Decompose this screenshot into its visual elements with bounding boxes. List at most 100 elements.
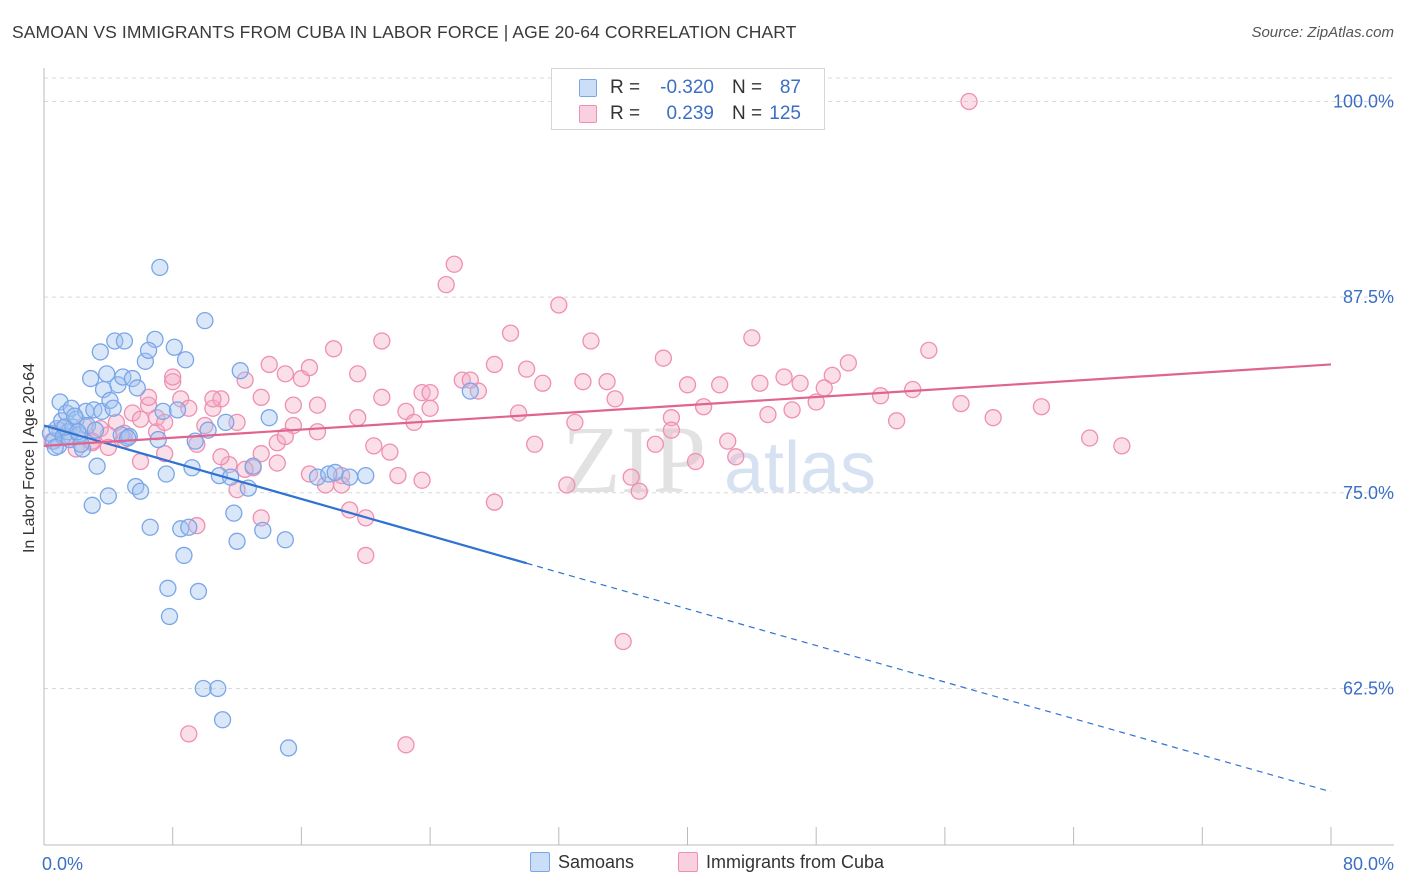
data-point <box>823 366 841 385</box>
correlation-legend: R = -0.320 N = 87 R = 0.239 N = 125 <box>551 68 825 130</box>
data-point <box>119 429 137 447</box>
data-point <box>268 454 286 472</box>
bottom-legend-label-cuba: Immigrants from Cuba <box>706 852 885 872</box>
legend-n-label: N = <box>732 103 763 124</box>
data-point <box>115 332 134 350</box>
data-point <box>630 482 648 500</box>
data-point <box>131 482 150 500</box>
data-point <box>534 374 552 392</box>
axes <box>43 68 1394 846</box>
y-tick-label: 75.0% <box>1343 483 1394 503</box>
data-point <box>743 329 761 347</box>
data-point <box>141 518 159 536</box>
data-point <box>83 496 101 514</box>
legend-r-value: -0.320 <box>660 77 714 98</box>
data-point <box>308 468 327 486</box>
data-point <box>654 349 673 367</box>
data-point <box>300 358 319 377</box>
x-tick-label-min: 0.0% <box>42 854 83 874</box>
data-point <box>711 376 729 394</box>
y-tick-label: 100.0% <box>1333 91 1394 111</box>
data-point <box>389 466 407 485</box>
data-point <box>147 409 166 427</box>
data-point <box>341 468 359 486</box>
data-point <box>131 410 150 428</box>
data-point <box>606 390 624 408</box>
data-point <box>88 457 106 475</box>
data-point <box>887 412 906 430</box>
data-point <box>694 398 713 416</box>
bottom-legend-label-samoans: Samoans <box>558 852 635 872</box>
data-point <box>421 383 439 402</box>
data-point <box>871 387 890 405</box>
data-point <box>156 413 174 432</box>
data-point <box>324 340 343 358</box>
legend-n-value: 87 <box>779 77 801 98</box>
data-point <box>421 399 439 417</box>
data-point <box>349 365 367 383</box>
data-point <box>157 465 175 483</box>
series-samoans <box>41 258 479 757</box>
data-point <box>381 443 399 461</box>
data-point <box>175 546 193 565</box>
data-point <box>574 373 592 391</box>
data-point <box>662 421 681 439</box>
data-point <box>1032 398 1051 416</box>
trend-line-cuba <box>43 363 1332 447</box>
data-point <box>1113 437 1131 455</box>
data-point <box>98 365 116 383</box>
data-point <box>284 396 303 414</box>
watermark-atlas: atlas <box>724 428 876 508</box>
data-point <box>260 355 278 374</box>
data-point <box>131 452 150 471</box>
data-point <box>168 401 187 419</box>
legend-n-label: N = <box>732 77 763 98</box>
data-point <box>154 402 172 421</box>
data-point <box>128 379 146 397</box>
data-point <box>82 369 100 388</box>
data-point <box>349 409 367 427</box>
legend-r-value: 0.239 <box>666 103 714 124</box>
data-point <box>461 382 479 400</box>
trend-line-samoans <box>43 424 527 565</box>
data-point <box>357 546 375 565</box>
data-point <box>225 504 243 522</box>
data-point <box>365 437 383 455</box>
data-point <box>614 632 632 651</box>
data-point <box>276 365 294 383</box>
data-point <box>308 396 327 414</box>
watermark: ZIP atlas <box>562 406 876 513</box>
data-point <box>308 423 327 441</box>
data-point <box>236 371 254 389</box>
data-point <box>413 471 431 489</box>
data-point <box>139 341 158 360</box>
data-point <box>783 401 801 419</box>
trend-line-samoans-extension <box>526 562 1332 793</box>
data-point <box>279 739 298 757</box>
legend-swatch-blue <box>579 79 597 97</box>
data-point <box>180 518 198 536</box>
data-point <box>176 351 195 369</box>
data-point <box>373 332 391 350</box>
data-point <box>791 374 809 392</box>
data-point <box>719 432 737 450</box>
data-point <box>517 360 536 378</box>
data-point <box>566 413 584 432</box>
legend-r-label: R = <box>610 77 641 98</box>
data-point <box>204 390 222 408</box>
data-point <box>920 341 938 360</box>
data-point <box>276 427 294 446</box>
data-point <box>123 369 142 388</box>
data-point <box>254 521 272 540</box>
bottom-legend-swatch-blue <box>530 852 550 872</box>
watermark-zip: ZIP <box>562 406 706 513</box>
data-point <box>139 388 158 406</box>
data-point <box>86 421 105 439</box>
data-point <box>196 416 214 435</box>
data-point <box>326 463 344 482</box>
data-point <box>686 452 705 471</box>
data-point <box>164 373 182 391</box>
data-point <box>164 368 182 386</box>
data-point <box>526 435 544 453</box>
